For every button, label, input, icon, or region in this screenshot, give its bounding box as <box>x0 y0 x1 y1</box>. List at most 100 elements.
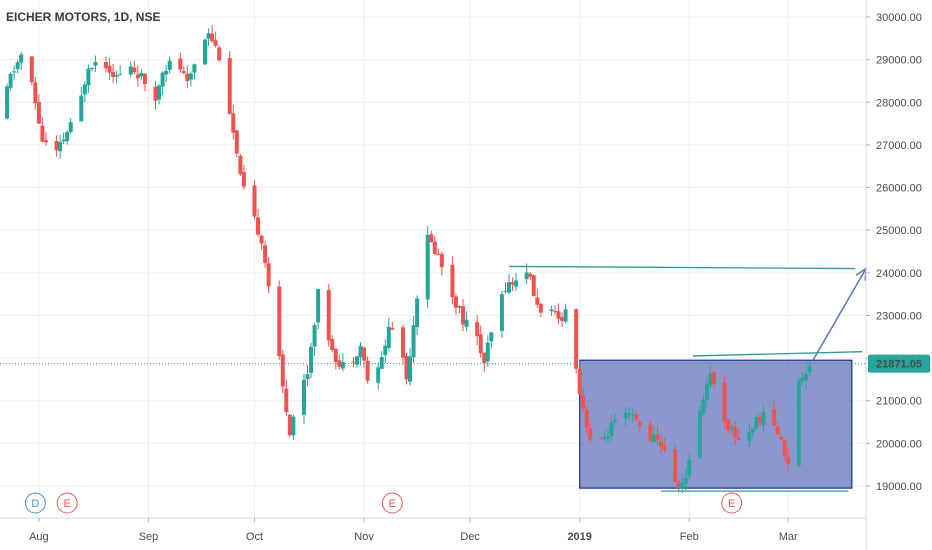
candle-body <box>673 449 678 482</box>
candle-body <box>213 40 218 46</box>
candle <box>574 308 579 374</box>
candle-body <box>655 434 660 440</box>
candle-body <box>733 426 738 438</box>
candle <box>266 257 271 294</box>
candle <box>775 421 780 436</box>
arrow-head <box>855 267 867 281</box>
candle-body <box>58 142 63 152</box>
candle-body <box>89 67 94 69</box>
candle-body <box>415 298 420 328</box>
candle-body <box>712 372 717 385</box>
candle-body <box>560 317 565 321</box>
candle <box>683 468 688 492</box>
candle <box>605 428 610 445</box>
candle-body <box>132 67 137 73</box>
candle-body <box>637 421 642 426</box>
candle-body <box>167 60 172 70</box>
candle <box>733 420 738 446</box>
candle-body <box>160 72 165 87</box>
last-price-value: 21871.05 <box>876 359 922 371</box>
candle <box>68 118 73 134</box>
resistance-trendline[interactable] <box>508 265 856 270</box>
candle-body <box>676 482 681 488</box>
candle <box>482 352 487 372</box>
candle-body <box>807 366 812 372</box>
candle-body <box>333 348 338 363</box>
candle <box>613 413 618 426</box>
candle-body <box>524 272 529 280</box>
target-arrow[interactable] <box>812 267 867 361</box>
candle <box>634 410 639 422</box>
candle <box>772 401 777 427</box>
candle-body <box>118 73 123 75</box>
candle-body <box>383 345 388 355</box>
earnings-badge[interactable]: E <box>721 492 743 514</box>
candle-body <box>704 383 709 400</box>
candle <box>761 404 766 434</box>
candle-body <box>531 275 536 297</box>
y-tick-label: 30000.00 <box>876 12 922 24</box>
earnings-badge[interactable]: E <box>56 492 78 514</box>
candle-body <box>584 410 589 428</box>
candle-body <box>535 297 540 305</box>
chart-title: EICHER MOTORS, 1D, NSE <box>6 10 160 24</box>
candle <box>8 71 13 91</box>
candle-body <box>111 71 116 78</box>
candle <box>673 443 678 484</box>
candle <box>104 56 109 73</box>
candle <box>12 65 17 81</box>
candle-body <box>390 328 395 330</box>
candle <box>726 419 731 435</box>
candle <box>457 305 462 314</box>
x-tick-label: Dec <box>460 531 480 543</box>
candle <box>464 311 469 332</box>
candle-body <box>206 33 211 39</box>
candle-body <box>683 477 688 484</box>
candle <box>489 331 494 349</box>
candle-body <box>648 424 653 441</box>
candle-body <box>19 54 24 63</box>
candle-body <box>256 217 261 235</box>
y-tick-label: 21000.00 <box>876 396 922 408</box>
candle <box>552 305 557 315</box>
dividend-badge[interactable]: D <box>24 492 46 514</box>
x-tick-label: Sep <box>139 531 159 543</box>
candle <box>142 73 147 92</box>
earnings-badge[interactable]: E <box>381 492 403 514</box>
candle-body <box>697 411 702 458</box>
box-top-trendline[interactable] <box>692 351 863 357</box>
candle-body <box>365 360 370 381</box>
candle-body <box>736 438 741 440</box>
candle-body <box>429 234 434 243</box>
candle <box>284 379 289 416</box>
candle <box>712 370 717 389</box>
candle-body <box>12 71 17 73</box>
candle <box>256 208 261 237</box>
candle <box>648 420 653 445</box>
candle <box>514 273 519 292</box>
candle-body <box>478 334 483 354</box>
candle <box>581 390 586 415</box>
y-tick-label: 29000.00 <box>876 55 922 67</box>
candle-body <box>761 411 766 426</box>
x-tick-label: 2019 <box>567 531 591 543</box>
candle <box>376 362 381 390</box>
candle <box>340 353 345 372</box>
candle <box>206 28 211 46</box>
candle <box>40 117 45 143</box>
badge-circle <box>721 492 743 514</box>
candle-body <box>241 171 246 187</box>
candle <box>757 412 762 427</box>
candle <box>701 394 706 417</box>
candle <box>531 274 536 297</box>
candle <box>263 240 268 268</box>
candle <box>355 356 360 368</box>
candle <box>432 235 437 255</box>
candle-body <box>128 66 133 75</box>
y-tick-label: 20000.00 <box>876 438 922 450</box>
grid <box>0 0 866 518</box>
candle <box>461 299 466 332</box>
candle <box>217 45 222 62</box>
